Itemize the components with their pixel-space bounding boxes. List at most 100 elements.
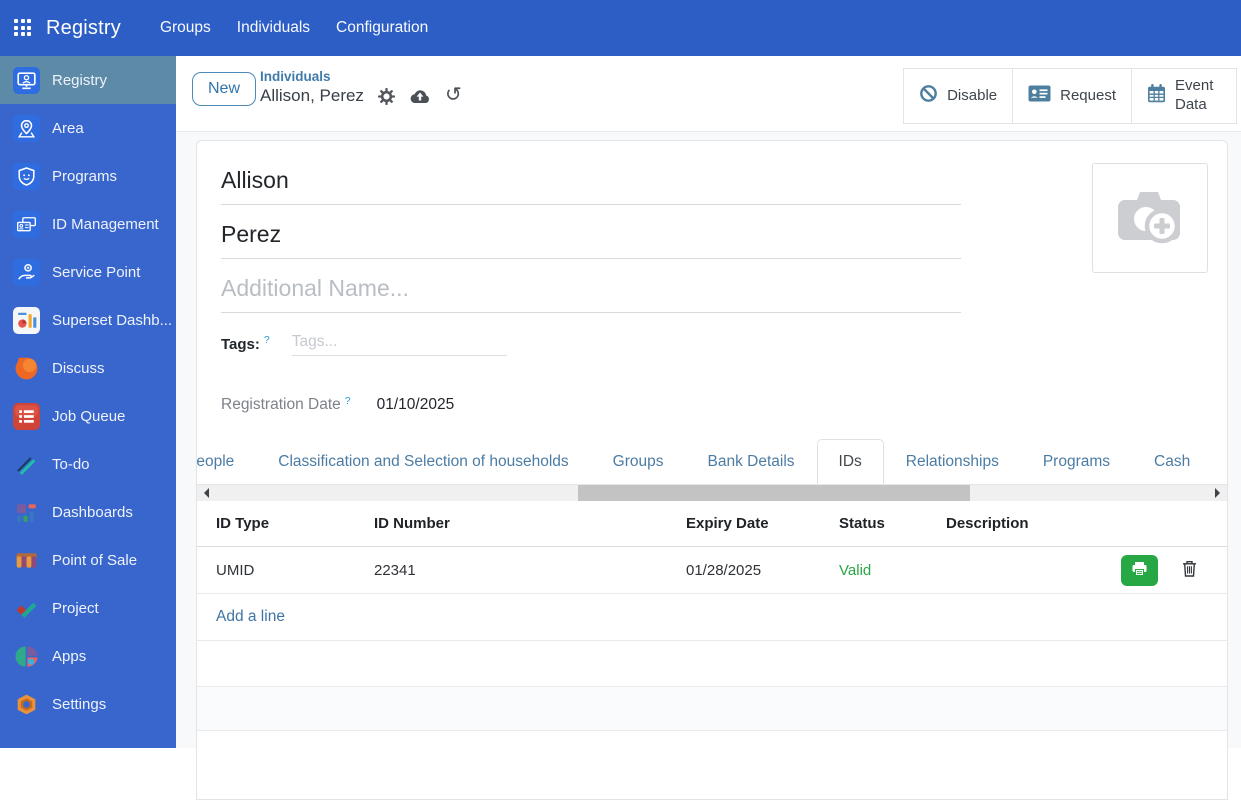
- sidebar-item-label: Settings: [52, 695, 107, 713]
- app-title[interactable]: Registry: [46, 16, 121, 39]
- nav-menu-groups[interactable]: Groups: [159, 19, 211, 36]
- sidebar-item-label: Project: [52, 599, 99, 617]
- sidebar-item-label: Dashboards: [52, 503, 133, 521]
- sidebar-item-label: Area: [52, 119, 84, 137]
- job-queue-icon: [13, 402, 40, 430]
- request-button[interactable]: Request: [1012, 69, 1131, 123]
- tab-ids[interactable]: IDs: [816, 439, 884, 484]
- print-id-button[interactable]: [1120, 554, 1158, 586]
- sidebar-item-dashboards[interactable]: Dashboards: [0, 488, 176, 536]
- tab-groups[interactable]: Groups: [612, 453, 664, 470]
- breadcrumb: Individuals Allison, Perez ↺: [260, 69, 462, 106]
- empty-table-row: [197, 641, 1227, 687]
- new-button[interactable]: New: [192, 72, 257, 106]
- empty-table-row: [197, 687, 1227, 731]
- id-management-icon: [13, 210, 40, 238]
- cell-expiry-date[interactable]: 01/28/2025: [686, 561, 762, 579]
- cloud-upload-icon[interactable]: [409, 88, 431, 104]
- sidebar-item-todo[interactable]: To-do: [0, 440, 176, 488]
- breadcrumb-parent-link[interactable]: Individuals: [260, 69, 331, 84]
- registration-date-value[interactable]: 01/10/2025: [376, 396, 455, 413]
- sidebar-item-label: ID Management: [52, 215, 159, 233]
- tab-programs[interactable]: Programs: [1042, 453, 1111, 470]
- apps-grid-icon[interactable]: [14, 19, 32, 37]
- undo-icon[interactable]: ↺: [444, 84, 462, 106]
- sidebar-item-label: Superset Dashb...: [52, 311, 173, 329]
- breadcrumb-current: Allison, Perez: [260, 86, 364, 105]
- scrollbar-thumb[interactable]: [578, 485, 970, 501]
- tags-label: Tags:: [221, 335, 260, 353]
- additional-name-field[interactable]: Additional Name...: [221, 275, 961, 313]
- event-data-button[interactable]: Event Data: [1131, 69, 1236, 123]
- camera-plus-icon: [1112, 184, 1188, 253]
- tags-input[interactable]: Tags...: [291, 333, 507, 356]
- scroll-left-arrow-icon[interactable]: [204, 488, 209, 498]
- scroll-right-arrow-icon[interactable]: [1215, 488, 1220, 498]
- sidebar-item-job-queue[interactable]: Job Queue: [0, 392, 176, 440]
- sidebar-item-label: Apps: [52, 647, 87, 665]
- gear-icon[interactable]: [377, 87, 395, 105]
- tab-bank-details[interactable]: Bank Details: [707, 453, 795, 470]
- registry-icon: [13, 66, 40, 94]
- programs-icon: [13, 162, 40, 190]
- sidebar-item-project[interactable]: Project: [0, 584, 176, 632]
- registration-date-label: Registration Date: [221, 396, 341, 413]
- sidebar-item-programs[interactable]: Programs: [0, 152, 176, 200]
- col-id-type: ID Type: [216, 515, 270, 532]
- cell-id-type[interactable]: UMID: [216, 561, 255, 579]
- nav-menu-individuals[interactable]: Individuals: [236, 19, 311, 36]
- notebook-tabbar: People Classification and Selection of h…: [197, 439, 1227, 485]
- sidebar-item-label: Discuss: [52, 359, 105, 377]
- registration-date-help-marker[interactable]: ?: [344, 395, 351, 407]
- col-id-number: ID Number: [374, 515, 450, 532]
- cell-id-number[interactable]: 22341: [374, 561, 416, 579]
- id-card-icon: [1028, 85, 1051, 106]
- col-description: Description: [946, 515, 1029, 532]
- sidebar-item-registry[interactable]: Registry: [0, 56, 176, 104]
- col-expiry-date: Expiry Date: [686, 515, 769, 532]
- cell-status[interactable]: Valid: [839, 561, 872, 579]
- tab-cash[interactable]: Cash: [1154, 453, 1191, 470]
- nav-menu-configuration[interactable]: Configuration: [336, 19, 429, 36]
- disable-button[interactable]: Disable: [904, 69, 1013, 123]
- tags-help-marker[interactable]: ?: [263, 334, 270, 346]
- form-sheet: Allison Perez Additional Name... Tags: ?…: [196, 140, 1228, 800]
- sidebar-item-discuss[interactable]: Discuss: [0, 344, 176, 392]
- delete-row-button[interactable]: [1182, 560, 1197, 580]
- sidebar-item-service-point[interactable]: Service Point: [0, 248, 176, 296]
- main-content: New Individuals Allison, Perez ↺ Disable: [176, 56, 1241, 800]
- last-name-field[interactable]: Perez: [221, 221, 961, 259]
- tags-row: Tags: ? Tags...: [221, 329, 1227, 359]
- sidebar-item-label: Point of Sale: [52, 551, 138, 569]
- trash-icon: [1182, 560, 1197, 580]
- sidebar-item-point-of-sale[interactable]: Point of Sale: [0, 536, 176, 584]
- registration-date-row: Registration Date ? 01/10/2025: [221, 393, 1227, 417]
- sidebar-item-area[interactable]: Area: [0, 104, 176, 152]
- tab-classification[interactable]: Classification and Selection of househol…: [278, 453, 569, 470]
- apps-icon: [13, 643, 40, 670]
- add-a-line-link[interactable]: Add a line: [216, 608, 285, 625]
- first-name-field[interactable]: Allison: [221, 167, 961, 205]
- service-point-icon: [13, 258, 40, 286]
- photo-upload-box[interactable]: [1092, 163, 1208, 273]
- col-status: Status: [839, 515, 885, 532]
- tab-relationships[interactable]: Relationships: [905, 453, 999, 470]
- tabs-horizontal-scrollbar[interactable]: [197, 485, 1227, 501]
- ids-table: ID Type ID Number Expiry Date Status Des…: [197, 501, 1227, 731]
- printer-icon: [1131, 561, 1148, 580]
- tab-people[interactable]: People: [197, 453, 235, 470]
- ban-icon: [919, 84, 938, 107]
- sidebar-item-id-management[interactable]: ID Management: [0, 200, 176, 248]
- todo-icon: [13, 451, 40, 478]
- sidebar-item-label: Registry: [52, 71, 108, 89]
- dashboards-icon: [13, 499, 40, 526]
- discuss-icon: [13, 355, 40, 382]
- sidebar-item-label: Job Queue: [52, 407, 126, 425]
- sidebar-item-apps[interactable]: Apps: [0, 632, 176, 680]
- sidebar-item-settings[interactable]: Settings: [0, 680, 176, 728]
- ids-table-header: ID Type ID Number Expiry Date Status Des…: [197, 501, 1227, 547]
- sidebar-item-superset-dashboards[interactable]: Superset Dashb...: [0, 296, 176, 344]
- point-of-sale-icon: [13, 547, 40, 574]
- settings-icon: [13, 691, 40, 718]
- table-row[interactable]: UMID 22341 01/28/2025 Valid: [197, 547, 1227, 594]
